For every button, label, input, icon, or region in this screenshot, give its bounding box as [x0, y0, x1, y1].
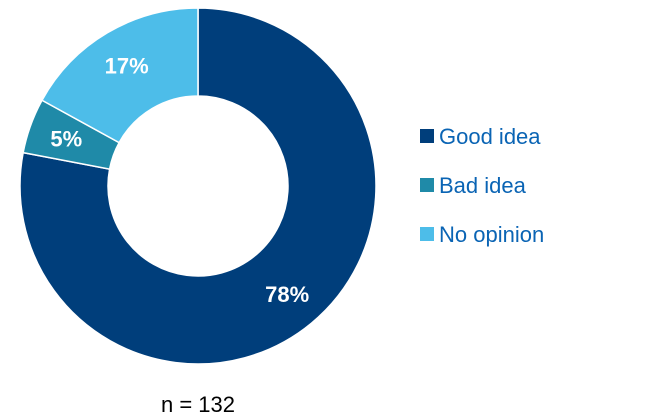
slice-label-bad-idea: 5%	[50, 127, 82, 152]
legend-swatch	[420, 178, 434, 192]
donut-slices	[19, 7, 377, 365]
legend-swatch	[420, 227, 434, 241]
legend-label: No opinion	[439, 222, 544, 247]
legend-entry-good-idea: Good idea	[420, 124, 541, 149]
legend-entry-no-opinion: No opinion	[420, 222, 544, 247]
slice-good-idea	[19, 7, 377, 365]
legend: Good idea Bad idea No opinion	[420, 124, 544, 247]
legend-label: Good idea	[439, 124, 541, 149]
sample-size-note: n = 132	[161, 392, 235, 417]
slice-label-no-opinion: 17%	[105, 54, 149, 79]
legend-swatch	[420, 129, 434, 143]
slice-labels: 78% 5% 17%	[50, 54, 309, 307]
slice-label-good-idea: 78%	[265, 282, 309, 307]
legend-entry-bad-idea: Bad idea	[420, 173, 527, 198]
legend-label: Bad idea	[439, 173, 527, 198]
slice-no-opinion	[40, 7, 199, 144]
